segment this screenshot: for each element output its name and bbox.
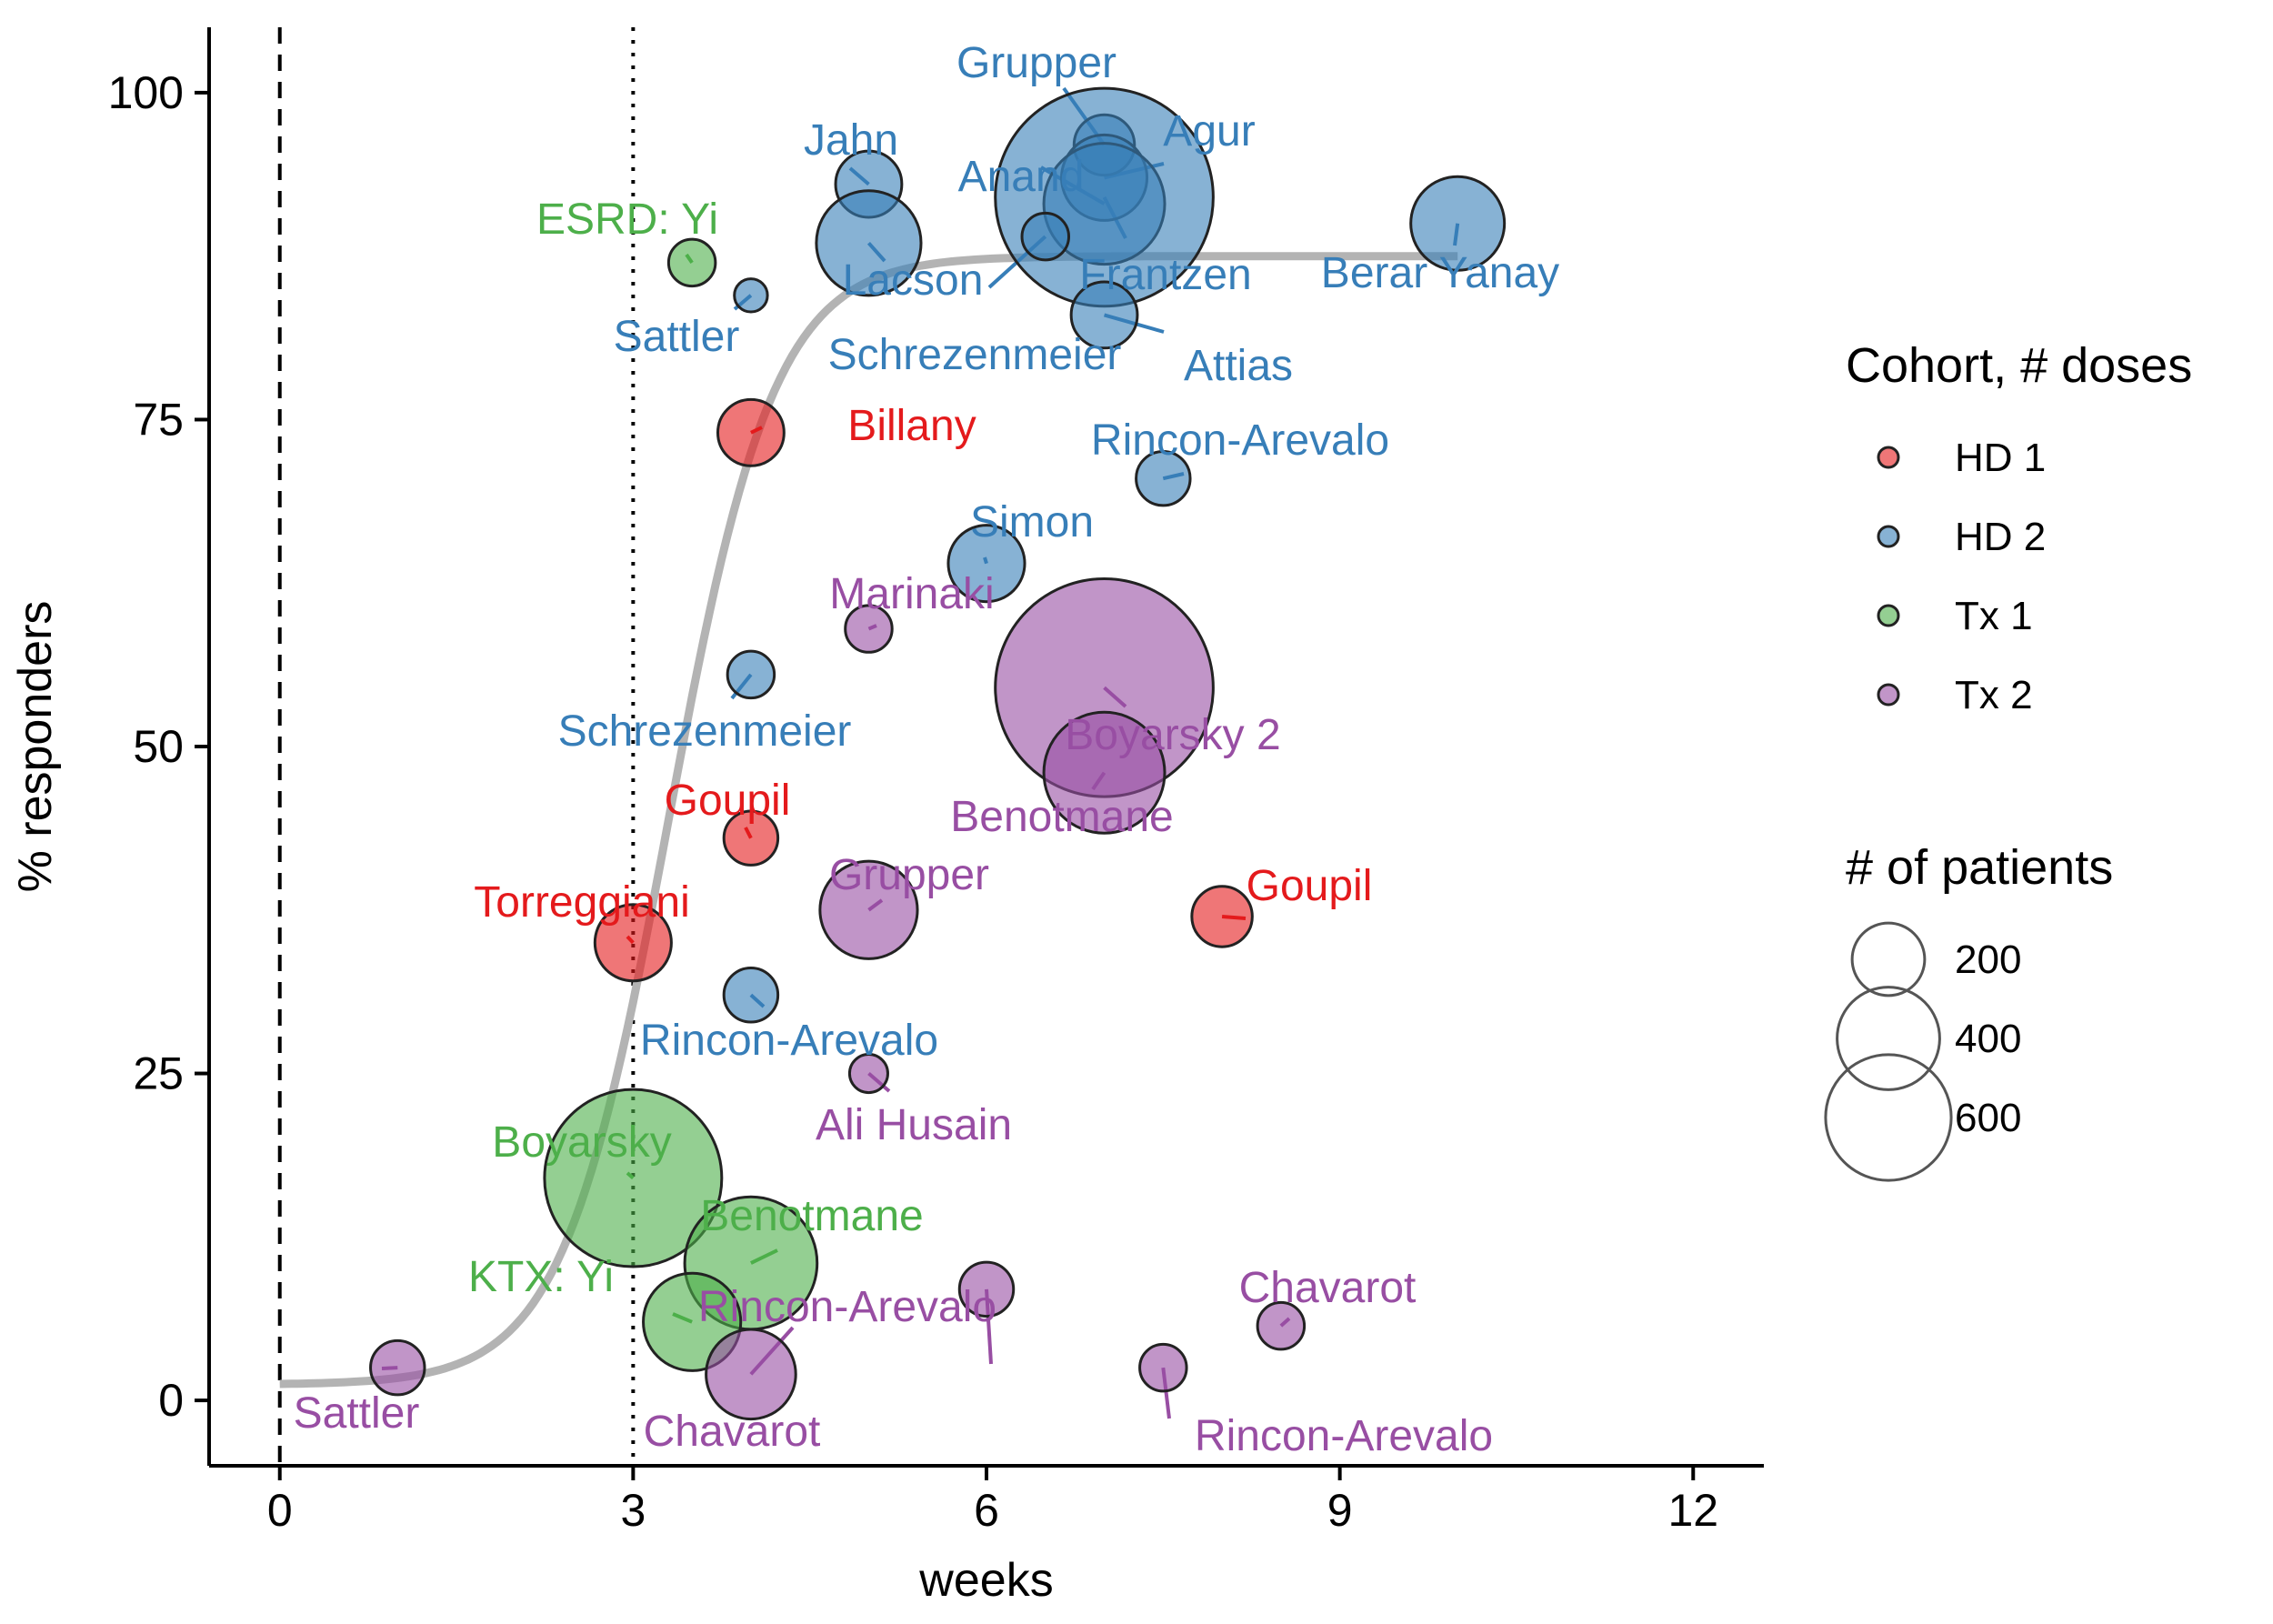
legend: Cohort, # doses HD 1 HD 2 Tx 1 Tx 2 # of pa…	[1824, 338, 2192, 1182]
point-label-grupper: Grupper	[956, 39, 1116, 87]
point-hd-2-simon	[946, 524, 1026, 604]
point-tx-2-ali-husain	[847, 1053, 889, 1095]
point-label-boyarsky: Boyarsky	[492, 1118, 671, 1167]
point-label-agur: Agur	[1163, 107, 1255, 155]
point-label-chavarot: Chavarot	[644, 1408, 821, 1456]
y-axis-ticks: 0 25 50 75 100	[108, 67, 209, 1426]
point-label-billany: Billany	[847, 402, 976, 450]
legend-key-tx-1	[1877, 604, 1900, 627]
x-tick-label: 3	[620, 1485, 646, 1536]
y-tick-label: 0	[158, 1375, 184, 1426]
point-hd-2-rincon-arevalo	[1135, 449, 1192, 507]
x-axis-title: weeks	[918, 1554, 1053, 1607]
point-hd-2-lacson	[815, 189, 923, 297]
point-hd-1-goupil	[1190, 885, 1254, 948]
legend-label-hd-2: HD 2	[1955, 515, 2046, 559]
point-hd-1-torreggiani	[593, 903, 673, 983]
legend-size-key-600	[1824, 1053, 1953, 1182]
legend-label-tx-1: Tx 1	[1955, 594, 2033, 638]
legend-size-title: # of patients	[1846, 840, 2113, 895]
point-label-grupper: Grupper	[829, 851, 989, 899]
point-tx-2-sattler	[369, 1338, 426, 1397]
point-label-benotmane: Benotmane	[700, 1192, 924, 1240]
legend-label-tx-2: Tx 2	[1955, 673, 2033, 717]
point-label-ali-husain: Ali Husain	[816, 1101, 1012, 1149]
x-tick-label: 6	[974, 1485, 999, 1536]
legend-key-tx-2	[1877, 683, 1900, 707]
point-hd-2-attias	[1069, 280, 1139, 350]
point-hd-2-rincon-arevalo	[722, 967, 780, 1024]
point-label-schrezenmeier: Schrezenmeier	[828, 331, 1122, 379]
point-label-sattler: Sattler	[614, 313, 740, 361]
x-tick-label: 9	[1327, 1485, 1353, 1536]
point-label-jahn: Jahn	[804, 116, 898, 165]
legend-color-title: Cohort, # doses	[1846, 338, 2192, 393]
x-tick-label: 12	[1667, 1485, 1718, 1536]
legend-size-key-200	[1850, 921, 1927, 997]
y-tick-label: 100	[108, 67, 184, 118]
point-hd-1-goupil	[722, 809, 780, 867]
point-labels: Billany Goupil Torreggiani Goupil Grupper Agu…	[294, 39, 1560, 1460]
y-tick-label: 25	[133, 1048, 184, 1099]
point-tx-2-chavarot	[705, 1328, 797, 1421]
legend-size-label-200: 200	[1955, 937, 2021, 982]
legend-size-key-400	[1836, 986, 1941, 1091]
point-label-anand: Anand	[958, 153, 1085, 201]
legend-size-items: 200 400 600	[1824, 921, 2021, 1182]
point-label-torreggiani: Torreggiani	[474, 878, 689, 927]
point-hd-2-schrezenmeier	[1020, 211, 1071, 262]
point-label-simon: Simon	[970, 498, 1094, 546]
point-hd-2-schrezenmeier	[726, 649, 776, 700]
point-label-sattler: Sattler	[294, 1389, 420, 1438]
point-label-attias: Attias	[1184, 342, 1293, 390]
legend-label-hd-1: HD 1	[1955, 436, 2046, 480]
point-tx-2-grupper	[818, 859, 919, 960]
point-label-lacson: Lacson	[843, 256, 984, 305]
data-points	[369, 86, 1507, 1421]
point-label-marinaki: Marinaki	[829, 570, 994, 618]
point-label-goupil: Goupil	[1247, 862, 1373, 910]
point-label-goupil: Goupil	[665, 777, 791, 825]
point-tx-2-rincon-arevalo	[1138, 1342, 1188, 1393]
point-hd-2-sattler	[733, 277, 769, 314]
point-tx-1-boyarsky	[543, 1088, 724, 1268]
legend-key-hd-2	[1877, 525, 1900, 548]
point-label-rincon-arevalo: Rincon-Arevalo	[1091, 416, 1389, 465]
point-label-esrd-yi: ESRD: Yi	[536, 195, 718, 244]
y-tick-label: 50	[133, 721, 184, 772]
point-tx-2-marinaki	[844, 604, 894, 654]
point-label-rincon-arevalo: Rincon-Arevalo	[698, 1283, 996, 1331]
point-label-berar-yanay: Berar Yanay	[1321, 249, 1559, 297]
legend-key-hd-1	[1877, 446, 1900, 469]
point-label-ktx-yi: KTX: Yi	[468, 1253, 614, 1301]
point-hd-1-billany	[716, 397, 786, 467]
point-label-schrezenmeier: Schrezenmeier	[558, 707, 852, 756]
axes: 0 3 6 9 12 0 25 50 75 100	[108, 27, 1764, 1536]
x-tick-label: 0	[267, 1485, 293, 1536]
point-tx-2-chavarot	[1256, 1300, 1307, 1351]
point-label-chavarot: Chavarot	[1239, 1264, 1417, 1312]
point-label-frantzen: Frantzen	[1079, 251, 1251, 299]
y-tick-label: 75	[133, 394, 184, 445]
point-tx-2-rincon-arevalo	[957, 1260, 1016, 1318]
y-axis-title: % responders	[9, 601, 62, 893]
legend-size-label-400: 400	[1955, 1017, 2021, 1061]
point-label-rincon-arevalo: Rincon-Arevalo	[640, 1017, 938, 1065]
legend-size-label-600: 600	[1955, 1096, 2021, 1140]
point-tx-2-benotmane	[1042, 710, 1167, 835]
x-axis-ticks: 0 3 6 9 12	[267, 1466, 1718, 1536]
point-label-boyarsky-2: Boyarsky 2	[1065, 711, 1280, 759]
point-tx-1-esrd-yi	[666, 237, 717, 288]
point-label-rincon-arevalo: Rincon-Arevalo	[1195, 1412, 1493, 1460]
point-label-benotmane: Benotmane	[950, 793, 1174, 841]
legend-color-items: HD 1 HD 2 Tx 1 Tx 2	[1877, 436, 2046, 717]
point-hd-2-berar-yanay	[1409, 175, 1507, 272]
